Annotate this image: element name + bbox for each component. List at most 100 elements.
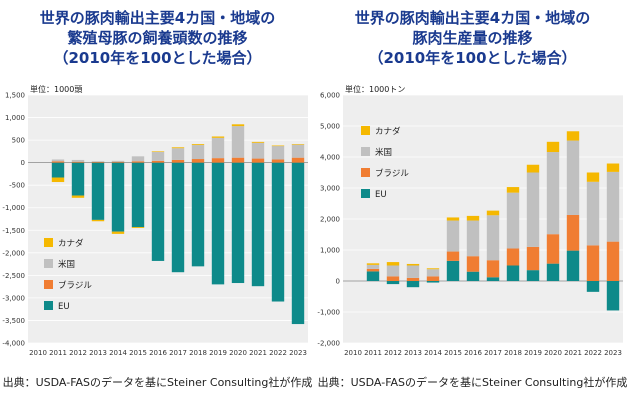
y-tick-label: 0 (336, 278, 340, 286)
bar-segment (131, 227, 145, 229)
bar-segment (406, 277, 420, 281)
title-line-2: 繁殖母豚の飼養頭数の推移 (67, 29, 248, 47)
x-tick-label: 2021 (249, 349, 267, 357)
chart-title: 世界の豚肉輸出主要4カ国・地域の 豚肉生産量の推移 （2010年を100とした場… (315, 8, 630, 68)
unit-label: 単位：1000トン (345, 84, 405, 94)
legend-swatch (44, 280, 53, 289)
bar-segment (406, 265, 420, 278)
x-tick-label: 2020 (544, 349, 562, 357)
bar-segment (466, 256, 480, 272)
bar-segment (231, 126, 245, 158)
x-tick-label: 2010 (29, 349, 47, 357)
bar-segment (526, 270, 540, 281)
x-tick-label: 2023 (604, 349, 622, 357)
y-tick-label: -3,000 (2, 294, 25, 302)
bar-segment (91, 219, 105, 222)
x-tick-label: 2012 (69, 349, 87, 357)
bar-segment (486, 260, 500, 278)
bar-segment (506, 192, 520, 249)
y-tick-label: 6,000 (320, 92, 340, 100)
bar-segment (446, 260, 460, 281)
bar-segment (251, 141, 265, 143)
bar-segment (466, 215, 480, 221)
bar-segment (466, 271, 480, 281)
y-tick-label: 0 (21, 159, 25, 167)
x-tick-label: 2015 (444, 349, 462, 357)
bar-segment (111, 231, 125, 234)
y-tick-label: 1,000 (5, 114, 25, 122)
bar-segment (386, 276, 400, 281)
legend-swatch (361, 168, 370, 177)
bar-segment (406, 281, 420, 288)
bar-segment (606, 163, 620, 172)
bar-segment (366, 268, 380, 272)
bar-segment (386, 281, 400, 285)
title-line-1: 世界の豚肉輸出主要4カ国・地域の (354, 9, 591, 27)
bar-segment (191, 145, 205, 160)
title-line-3: （2010年を100とした場合） (368, 49, 577, 67)
bar-segment (566, 140, 580, 215)
bar-segment (446, 217, 460, 221)
bar-segment (586, 181, 600, 246)
bar-segment (291, 157, 305, 163)
bar-segment (446, 251, 460, 261)
y-tick-label: 3,000 (320, 185, 340, 193)
x-tick-label: 2022 (584, 349, 602, 357)
y-tick-label: 5,000 (320, 123, 340, 131)
bar-segment (546, 234, 560, 264)
bar-segment (506, 265, 520, 281)
x-tick-label: 2017 (484, 349, 502, 357)
x-tick-label: 2012 (384, 349, 402, 357)
x-tick-label: 2011 (364, 349, 382, 357)
bar-segment (51, 159, 65, 162)
x-tick-label: 2020 (229, 349, 247, 357)
bar-segment (271, 145, 285, 147)
bar-segment (526, 172, 540, 247)
bar-segment (191, 159, 205, 163)
bar-segment (71, 162, 85, 196)
bar-segment (51, 161, 65, 163)
legend-label: EU (58, 302, 70, 312)
bar-segment (211, 136, 225, 138)
legend-label: 米国 (375, 147, 392, 158)
y-tick-label: 2,000 (320, 216, 340, 224)
y-tick-label: 1,000 (320, 247, 340, 255)
bar-segment (191, 144, 205, 146)
bar-segment (171, 148, 185, 160)
sows-bar-chart: 単位：1000頭 1,500 1,000 500 0 -500 -1,000 -1,500 -2… (2, 84, 308, 357)
bar-segment (191, 162, 205, 267)
bar-segment (111, 161, 125, 163)
y-tick-label: -1,000 (317, 309, 340, 317)
bar-segment (566, 214, 580, 251)
bar-segment (51, 162, 65, 178)
y-tick-label: -4,000 (2, 340, 25, 348)
bar-segment (366, 264, 380, 269)
y-tick-label: -2,000 (2, 249, 25, 257)
bar-segment (546, 263, 560, 281)
chart-panel-production: 世界の豚肉輸出主要4カ国・地域の 豚肉生産量の推移 （2010年を100とした場… (315, 0, 630, 406)
bar-segment (606, 171, 620, 242)
bar-segment (446, 220, 460, 252)
bar-segment (271, 145, 285, 160)
source-note: 出典：USDA-FASのデータを基にSteiner Consulting社が作成 (2, 376, 313, 389)
legend-swatch (361, 126, 370, 135)
bar-segment (231, 162, 245, 284)
bar-segment (291, 162, 305, 325)
production-bar-chart: 単位：1000トン 6,000 5,000 4,000 3,000 2,000 1,000 0… (317, 84, 623, 357)
bar-segment (586, 172, 600, 182)
x-tick-label: 2010 (344, 349, 362, 357)
bar-segment (486, 210, 500, 216)
x-tick-label: 2019 (209, 349, 227, 357)
bar-segment (111, 162, 125, 232)
legend-swatch (44, 301, 53, 310)
bar-segment (506, 248, 520, 266)
x-tick-label: 2022 (269, 349, 287, 357)
bar-segment (271, 159, 285, 163)
bar-segment (91, 162, 105, 220)
bar-segment (211, 162, 225, 285)
title-line-2: 豚肉生産量の推移 (412, 29, 533, 47)
bar-segment (251, 158, 265, 163)
bar-segment (131, 162, 145, 228)
y-tick-label: 1,500 (5, 92, 25, 100)
bar-segment (526, 164, 540, 173)
